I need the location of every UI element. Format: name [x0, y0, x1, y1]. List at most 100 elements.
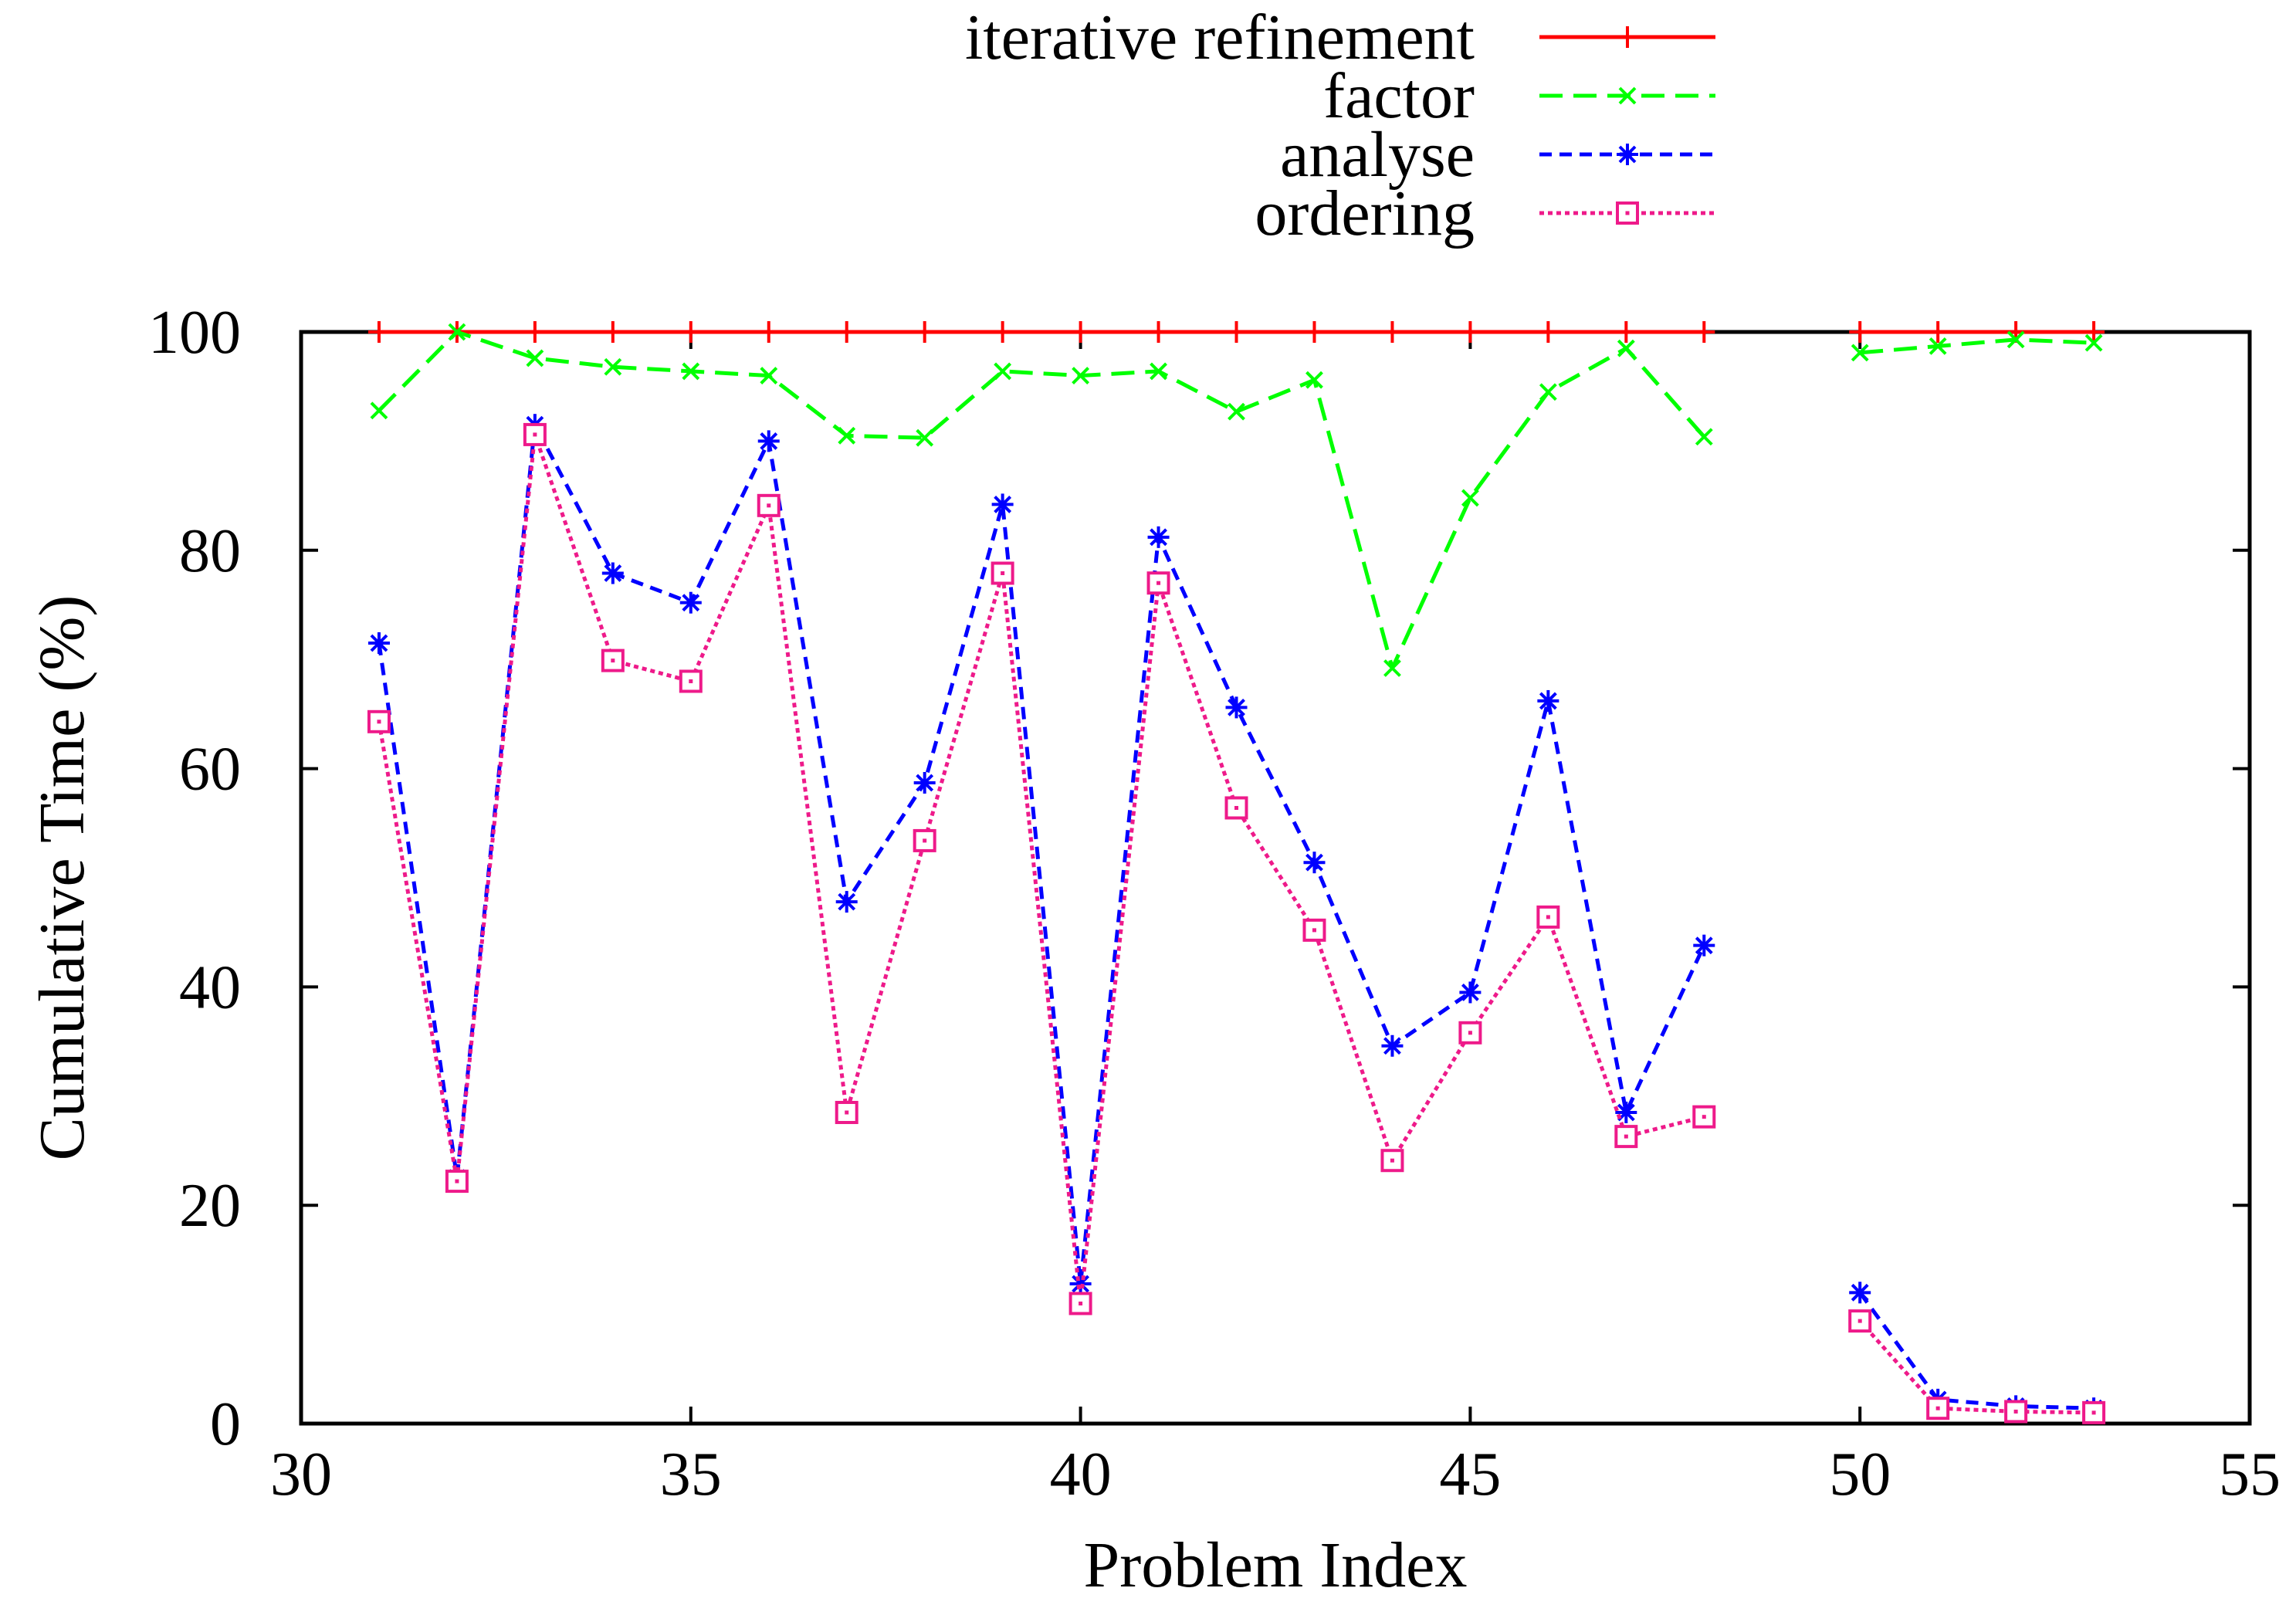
data-point — [1069, 321, 1092, 343]
legend: iterative refinementfactoranalyseorderin… — [965, 2, 1715, 249]
y-axis-title: Cumulative Time (%) — [26, 595, 98, 1161]
data-point — [601, 321, 624, 343]
x-tick-label: 55 — [2219, 1441, 2281, 1508]
data-point — [1615, 321, 1637, 343]
series-factor — [370, 323, 2103, 677]
data-point — [1848, 1309, 1872, 1333]
data-point — [835, 321, 858, 343]
y-tick-label: 60 — [179, 736, 241, 804]
legend-marker — [1618, 86, 1637, 105]
data-point — [1851, 344, 1869, 362]
x-tick-label: 45 — [1439, 1441, 1501, 1508]
data-point — [1461, 489, 1479, 507]
data-point — [1147, 321, 1170, 343]
data-point — [604, 357, 622, 376]
series-line — [1859, 337, 2095, 355]
data-point — [1147, 526, 1170, 548]
data-point — [1150, 362, 1167, 381]
data-point — [1458, 1021, 1482, 1045]
data-point — [526, 349, 544, 367]
data-point — [1305, 371, 1323, 389]
data-point — [679, 321, 702, 343]
data-point — [1537, 321, 1559, 343]
data-point — [757, 321, 780, 343]
series-line — [377, 422, 1706, 1286]
data-point — [1303, 321, 1326, 343]
x-tick-label: 35 — [660, 1441, 722, 1508]
y-tick-label: 80 — [179, 517, 241, 585]
data-point — [760, 367, 778, 384]
y-tick-label: 100 — [148, 299, 241, 367]
data-point — [448, 323, 466, 341]
data-point — [1926, 1397, 1950, 1420]
x-tick-label: 50 — [1829, 1441, 1891, 1508]
series-layer — [367, 321, 2106, 1424]
data-point — [1539, 383, 1557, 401]
data-point — [838, 426, 856, 445]
data-point — [1692, 1105, 1716, 1129]
x-tick-label: 40 — [1050, 1441, 1112, 1508]
data-point — [1537, 689, 1559, 712]
data-point — [679, 669, 703, 693]
data-point — [991, 321, 1014, 343]
data-point — [2083, 321, 2105, 343]
data-point — [2004, 1400, 2028, 1424]
data-point — [1225, 321, 1248, 343]
data-point — [1380, 1149, 1404, 1173]
data-point — [835, 1101, 858, 1125]
data-point — [1849, 1282, 1871, 1304]
data-point — [1069, 1273, 1092, 1295]
data-point — [601, 562, 624, 584]
data-point — [367, 321, 390, 343]
data-point — [913, 321, 936, 343]
series-line — [1858, 1291, 2095, 1410]
data-point — [991, 561, 1014, 585]
data-point — [2082, 1400, 2106, 1424]
data-point — [1381, 1034, 1404, 1057]
x-axis-title: Problem Index — [1084, 1529, 1468, 1601]
data-point — [367, 709, 391, 733]
data-point — [994, 362, 1012, 381]
data-point — [1068, 1292, 1092, 1315]
legend-marker — [1616, 201, 1639, 225]
data-point — [523, 321, 546, 343]
data-point — [1459, 321, 1482, 343]
data-point — [445, 1170, 469, 1194]
data-point — [2006, 330, 2025, 349]
data-point — [1695, 428, 1713, 446]
data-point — [835, 891, 858, 913]
data-point — [1849, 321, 1871, 343]
data-point — [2084, 334, 2103, 352]
data-point — [1383, 659, 1401, 677]
data-point — [1927, 321, 1949, 343]
series-line — [1858, 1319, 2095, 1415]
data-point — [1303, 852, 1326, 874]
legend-label: iterative refinement — [965, 2, 1475, 73]
legend-item: analyse — [1280, 119, 1715, 191]
y-tick-label: 0 — [210, 1390, 241, 1458]
data-point — [1693, 321, 1715, 343]
data-point — [1225, 696, 1248, 719]
legend-marker — [1617, 26, 1638, 48]
legend-item: factor — [1323, 60, 1715, 132]
legend-label: analyse — [1280, 119, 1475, 191]
legend-label: ordering — [1255, 178, 1475, 249]
data-point — [1617, 339, 1635, 357]
plot-frame — [299, 330, 2252, 1426]
series-line — [378, 330, 1706, 671]
data-point — [757, 493, 781, 517]
data-point — [757, 430, 780, 452]
data-point — [1459, 981, 1482, 1004]
data-point — [682, 362, 700, 381]
data-point — [370, 401, 388, 420]
data-point — [523, 422, 547, 446]
data-point — [1929, 337, 1947, 355]
series-line — [377, 432, 1705, 1305]
data-point — [916, 428, 934, 447]
y-tick-label: 40 — [179, 953, 241, 1021]
data-point — [1302, 918, 1326, 942]
axis-ticks: 30 35 40 45 50 55 0 20 40 60 80 100 — [148, 299, 2281, 1508]
data-point — [1693, 934, 1715, 957]
data-point — [1614, 1125, 1638, 1149]
